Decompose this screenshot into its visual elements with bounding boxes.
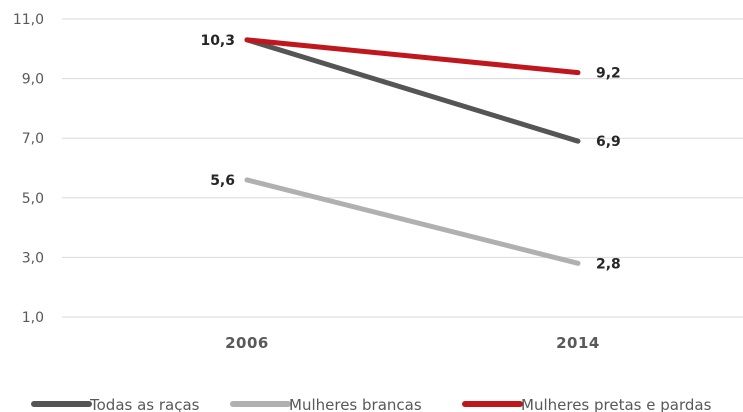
y-axis-ticks: 1,0 3,0 5,0 7,0 9,0 11,0 [13,12,44,326]
y-tick-label: 9,0 [22,72,44,88]
series-line [244,37,581,76]
series-line [244,37,581,144]
series-lines [244,37,581,266]
x-tick-label: 2014 [556,334,600,352]
y-tick-label: 3,0 [22,250,44,266]
y-tick-label: 5,0 [22,191,44,207]
data-label: 9,2 [596,66,621,82]
data-labels: 10,3 6,9 5,6 2,8 9,2 [200,33,620,272]
legend-label: Todas as raças [89,396,200,412]
data-label: 6,9 [596,134,621,150]
x-tick-label: 2006 [225,334,269,352]
x-axis-ticks: 2006 2014 [225,334,600,352]
y-tick-label: 1,0 [22,310,44,326]
y-tick-label: 7,0 [22,131,44,147]
data-label: 5,6 [210,173,235,189]
legend-label: Mulheres brancas [289,396,422,412]
legend-label: Mulheres pretas e pardas [521,396,712,412]
data-label: 10,3 [200,33,235,49]
series-line [244,177,581,266]
y-tick-label: 11,0 [13,12,44,28]
gridlines [62,18,743,318]
data-label: 2,8 [596,256,621,272]
legend: Todas as raças Mulheres brancas Mulheres p… [31,396,712,412]
